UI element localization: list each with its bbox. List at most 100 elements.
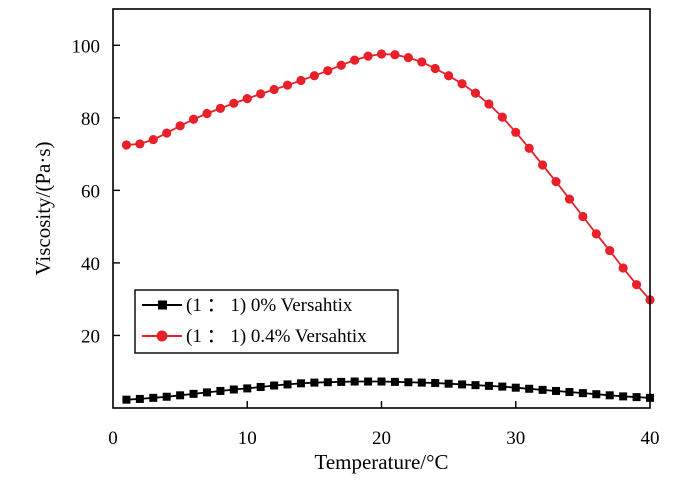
data-point-square <box>498 382 507 391</box>
data-point-square <box>552 386 561 395</box>
data-point-square <box>444 379 453 388</box>
data-point-circle <box>430 63 440 74</box>
data-point-circle <box>618 263 628 273</box>
data-point-circle <box>309 71 319 81</box>
x-tick-label: 30 <box>506 428 525 449</box>
data-point-circle <box>242 93 252 104</box>
data-point-square <box>377 377 386 386</box>
data-point-square <box>632 393 641 402</box>
legend-label-0: (1 ： 1) 0% Versahtix <box>186 295 353 316</box>
data-point-square <box>619 392 628 401</box>
data-point-circle <box>376 49 387 59</box>
data-point-square <box>525 384 534 393</box>
legend-marker-square <box>158 300 167 310</box>
data-point-circle <box>121 140 132 150</box>
data-point-square <box>176 391 185 400</box>
data-point-square <box>189 389 198 398</box>
data-point-square <box>256 382 265 391</box>
data-point-circle <box>403 53 413 63</box>
data-point-square <box>404 378 413 387</box>
y-axis-title: Viscosity/(Pa·s) <box>31 141 55 275</box>
data-point-circle <box>457 79 467 89</box>
data-point-circle <box>363 51 373 61</box>
series-line-1 <box>126 53 651 301</box>
data-point-circle <box>631 280 642 290</box>
data-point-circle <box>336 60 346 70</box>
data-point-circle <box>162 128 172 138</box>
series-layer <box>121 49 655 404</box>
data-point-square <box>350 377 359 386</box>
data-point-square <box>202 388 211 397</box>
data-point-circle <box>202 108 212 119</box>
data-point-square <box>270 381 279 390</box>
legend-marker-circle <box>156 330 168 342</box>
y-tick-label: 40 <box>81 254 100 275</box>
data-point-square <box>364 377 373 386</box>
data-point-square <box>337 377 346 386</box>
data-point-circle <box>578 211 588 222</box>
data-point-square <box>431 378 440 387</box>
data-point-circle <box>148 134 158 145</box>
data-point-square <box>135 394 144 403</box>
data-point-circle <box>605 245 615 256</box>
ticks-layer: 0 10 20 30 40 20 40 60 80 100 <box>72 36 660 449</box>
data-point-square <box>390 377 399 386</box>
y-tick-label: 100 <box>72 36 101 57</box>
data-point-square <box>310 378 319 387</box>
data-point-circle <box>551 177 561 187</box>
y-tick-label: 60 <box>81 181 100 202</box>
data-point-square <box>162 392 171 401</box>
data-point-circle <box>564 194 575 204</box>
data-point-circle <box>524 143 534 153</box>
x-tick-label: 40 <box>641 428 660 449</box>
series-line-0 <box>126 380 651 401</box>
data-point-square <box>296 379 305 388</box>
y-tick-label: 80 <box>81 109 100 130</box>
data-point-square <box>605 391 614 400</box>
data-point-circle <box>256 89 266 99</box>
data-point-square <box>149 393 158 402</box>
data-point-square <box>323 378 332 387</box>
x-tick-label: 20 <box>372 428 391 449</box>
data-point-circle <box>497 112 507 122</box>
data-point-circle <box>390 50 400 60</box>
data-point-circle <box>538 160 548 170</box>
legend-box <box>134 289 399 354</box>
legend: (1 ： 1) 0% Versahtix (1 ： 1) 0.4% Versah… <box>134 289 399 354</box>
data-point-square <box>283 380 292 389</box>
data-point-square <box>471 381 480 390</box>
data-point-circle <box>269 84 279 95</box>
data-point-circle <box>444 71 454 81</box>
data-point-square <box>484 381 493 390</box>
legend-label-1: (1 ： 1) 0.4% Versahtix <box>186 326 367 347</box>
data-point-square <box>122 395 131 404</box>
data-point-circle <box>323 66 333 76</box>
x-tick-label: 0 <box>108 428 118 449</box>
data-point-circle <box>135 139 145 149</box>
data-point-square <box>592 390 601 399</box>
x-tick-label: 10 <box>238 428 257 449</box>
data-point-square <box>417 378 426 387</box>
data-point-circle <box>350 55 360 65</box>
data-point-square <box>565 388 574 397</box>
data-point-circle <box>282 80 293 90</box>
data-point-circle <box>229 98 239 108</box>
data-point-square <box>229 385 238 394</box>
data-point-circle <box>188 114 199 124</box>
data-point-square <box>511 383 520 392</box>
data-point-circle <box>470 88 481 98</box>
data-point-square <box>243 384 252 393</box>
data-point-square <box>578 389 587 398</box>
x-axis-title: Temperature/°C <box>314 450 448 474</box>
data-point-circle <box>215 103 225 113</box>
data-point-circle <box>511 127 521 137</box>
data-point-square <box>458 380 467 389</box>
data-point-square <box>216 386 225 395</box>
data-point-circle <box>591 229 601 239</box>
data-point-circle <box>175 121 185 131</box>
y-tick-label: 20 <box>81 326 100 347</box>
data-point-circle <box>417 57 427 67</box>
data-point-square <box>538 385 547 394</box>
